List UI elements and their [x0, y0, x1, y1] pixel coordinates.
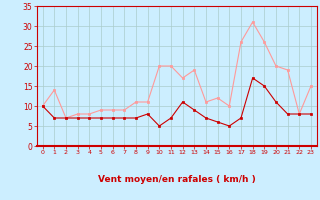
X-axis label: Vent moyen/en rafales ( km/h ): Vent moyen/en rafales ( km/h ) — [98, 175, 256, 184]
